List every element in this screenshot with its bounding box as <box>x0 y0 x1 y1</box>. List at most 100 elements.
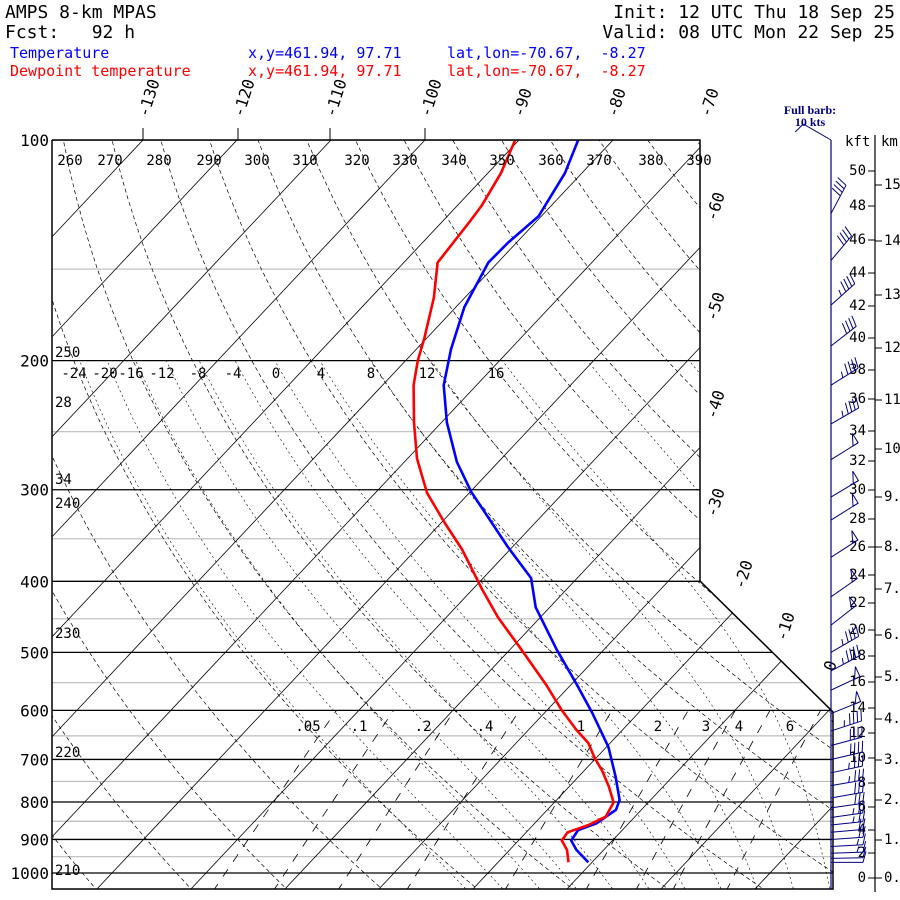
barb-full <box>856 710 859 723</box>
dry-adiabat <box>695 140 833 889</box>
pressure-label: 200 <box>20 352 49 371</box>
moist-adiabat-label: 16 <box>488 366 505 382</box>
kft-label: 18 <box>849 648 866 664</box>
km-label: 8. <box>884 539 900 555</box>
kft-label: 42 <box>849 298 866 314</box>
kft-title: kft <box>845 134 870 150</box>
moist-adiabat <box>502 360 830 889</box>
kft-label: 6 <box>858 799 866 815</box>
plot-frame <box>51 128 834 890</box>
legend-temperature-latlon: lat,lon=-70.67, -8.27 <box>447 44 646 62</box>
pressure-label: 400 <box>20 572 49 591</box>
isotherm-label: -110 <box>321 77 351 120</box>
isotherm-line <box>52 140 200 889</box>
wind-barb <box>830 470 860 498</box>
barb-full <box>862 801 865 814</box>
barb-half <box>856 838 860 846</box>
isotherm-line <box>52 140 294 889</box>
mixing-ratio-label: .05 <box>295 719 320 735</box>
wind-barb <box>830 691 862 715</box>
barb-shaft <box>830 836 863 840</box>
barb-full <box>858 810 862 823</box>
moist-adiabat-label: 8 <box>367 366 375 382</box>
barb-full <box>862 810 866 822</box>
barb-half <box>856 846 860 853</box>
temperature-profile <box>442 140 621 864</box>
barb-pennant <box>848 596 857 611</box>
barb-full <box>833 184 843 193</box>
barb-full <box>858 792 861 805</box>
app-title: AMPS 8-km MPAS <box>5 2 157 23</box>
wind-barb <box>830 740 864 760</box>
dry-adiabat <box>52 140 194 889</box>
kft-label: 10 <box>849 750 866 766</box>
isotherm-line <box>462 140 833 889</box>
barb-full <box>851 315 857 327</box>
dry-adiabat <box>744 140 833 889</box>
left-adiabat-label: 34 <box>55 472 72 488</box>
pressure-label: 900 <box>20 830 49 849</box>
wind-barb <box>830 846 867 859</box>
kft-label: 46 <box>849 232 866 248</box>
barb-shaft <box>830 829 863 833</box>
km-label: 2. <box>884 792 900 808</box>
km-label: 10. <box>884 441 900 457</box>
dry-adiabat <box>891 140 900 892</box>
mixing-ratio-line <box>272 710 394 889</box>
wind-barb <box>830 644 860 672</box>
wind-barb <box>830 833 866 847</box>
barb-full <box>862 833 866 845</box>
wind-barb <box>830 177 847 214</box>
km-label: 7. <box>884 581 900 597</box>
barb-full <box>853 756 856 768</box>
legend-dewpoint-xy: x,y=461.94, 97.71 <box>248 62 402 80</box>
moist-adiabat <box>431 360 794 889</box>
moist-adiabat-label: -12 <box>149 366 174 382</box>
dry-adiabat <box>403 140 833 889</box>
dry-adiabat-label: 260 <box>57 153 82 169</box>
barb-full <box>846 276 853 287</box>
left-adiabat-label: 28 <box>55 395 72 411</box>
barb-full <box>840 281 847 292</box>
kft-label: 22 <box>849 595 866 611</box>
kft-label: 20 <box>849 622 866 638</box>
wind-barb <box>830 433 859 461</box>
barb-full <box>836 235 845 246</box>
barb-half <box>841 658 844 665</box>
mixing-ratio-label: 3 <box>702 719 710 735</box>
wind-barb <box>830 666 861 691</box>
moist-adiabat-label: -4 <box>225 366 242 382</box>
dry-adiabat <box>111 140 672 889</box>
moist-adiabat-label: 4 <box>317 366 325 382</box>
barb-full <box>856 644 860 656</box>
plot-border <box>51 139 834 890</box>
dry-adiabat-label: 390 <box>686 153 711 169</box>
barb-shaft <box>830 720 862 732</box>
barb-full <box>855 396 860 409</box>
dry-adiabat <box>257 140 833 889</box>
isotherm-label: -90 <box>509 86 536 119</box>
wind-barb <box>830 801 865 818</box>
barb-full <box>862 846 867 858</box>
km-label: 3. <box>884 752 900 768</box>
barb-shaft <box>830 235 852 261</box>
barb-full <box>854 357 859 369</box>
left-adiabat-label: 240 <box>55 496 80 512</box>
wind-barb <box>830 781 865 799</box>
dry-adiabat <box>306 140 833 889</box>
moist-adiabat <box>166 360 577 889</box>
barb-full <box>857 755 860 768</box>
dry-adiabat-label: 370 <box>586 153 611 169</box>
barb-half <box>852 808 855 815</box>
wind-barb <box>830 315 857 347</box>
isotherm-label: -20 <box>730 558 757 591</box>
barb-full <box>854 782 857 794</box>
wind-barb <box>830 273 856 306</box>
dry-adiabat-label: 340 <box>441 153 466 169</box>
wind-barb <box>830 493 859 521</box>
barb-full <box>850 359 856 371</box>
pressure-label: 100 <box>20 131 49 150</box>
mixing-ratio-line <box>405 710 520 889</box>
barb-full <box>858 781 861 794</box>
moist-adiabat <box>79 360 466 889</box>
